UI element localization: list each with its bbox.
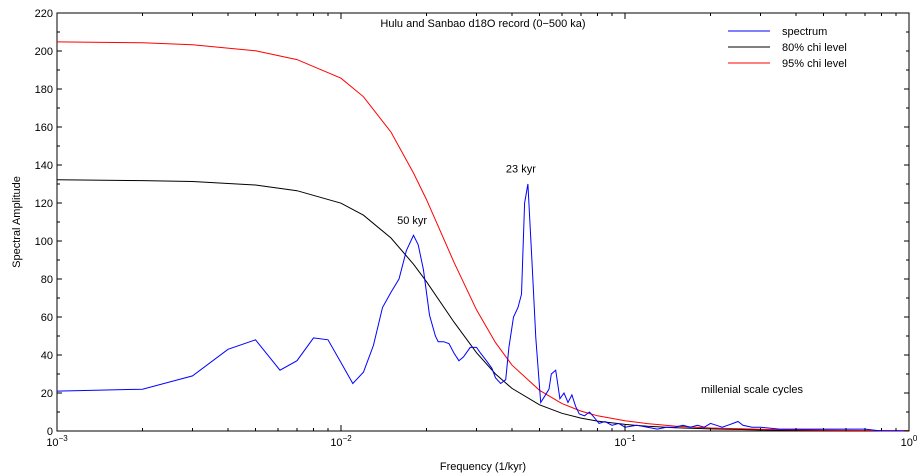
- chart-title: Hulu and Sanbao d18O record (0−500 ka): [380, 18, 585, 30]
- series-line-spectrum: [56, 183, 909, 432]
- y-tick-label: 180: [35, 84, 53, 96]
- annotation-label: millenial scale cycles: [701, 384, 804, 396]
- y-tick-label: 40: [41, 350, 53, 362]
- y-tick-label: 20: [41, 388, 53, 400]
- annotation-label: 23 kyr: [506, 164, 536, 176]
- y-tick-label: 220: [35, 8, 53, 20]
- y-tick-label: 0: [47, 426, 53, 438]
- x-axis-label: Frequency (1/kyr): [440, 461, 526, 473]
- annotation-label: 50 kyr: [397, 215, 427, 227]
- x-tick-label: 100: [901, 434, 918, 449]
- y-tick-label: 120: [35, 198, 53, 210]
- series-line-80-chi-level: [56, 179, 910, 432]
- y-tick-label: 200: [35, 46, 53, 58]
- annotation-layer: 23 kyr 50 kyr millenial scale cycles: [397, 164, 803, 396]
- legend-label: 80% chi level: [782, 42, 847, 54]
- x-tick-label: 10−3: [46, 434, 68, 449]
- plot-area: [56, 12, 910, 432]
- legend: spectrum 80% chi level 95% chi level: [720, 17, 906, 75]
- y-tick-label: 160: [35, 122, 53, 134]
- series-layer: [56, 41, 910, 432]
- tick-layer: 0 20 40 60 80 100 120 140 160 180 200 220 10−3 10−2 10…: [35, 8, 918, 449]
- y-axis-label: Spectral Amplitude: [11, 176, 23, 268]
- legend-label: 95% chi level: [782, 58, 847, 70]
- x-tick-label: 10−1: [614, 434, 636, 449]
- legend-box: [720, 17, 906, 75]
- y-tick-label: 100: [35, 236, 53, 248]
- y-tick-label: 60: [41, 312, 53, 324]
- plot-frame: [56, 12, 910, 432]
- legend-label: spectrum: [782, 26, 827, 38]
- series-line-95-chi-level: [56, 41, 910, 432]
- x-tick-label: 10−2: [330, 434, 352, 449]
- y-tick-label: 140: [35, 160, 53, 172]
- y-tick-label: 80: [41, 274, 53, 286]
- legend-entries: spectrum 80% chi level 95% chi level: [728, 26, 847, 70]
